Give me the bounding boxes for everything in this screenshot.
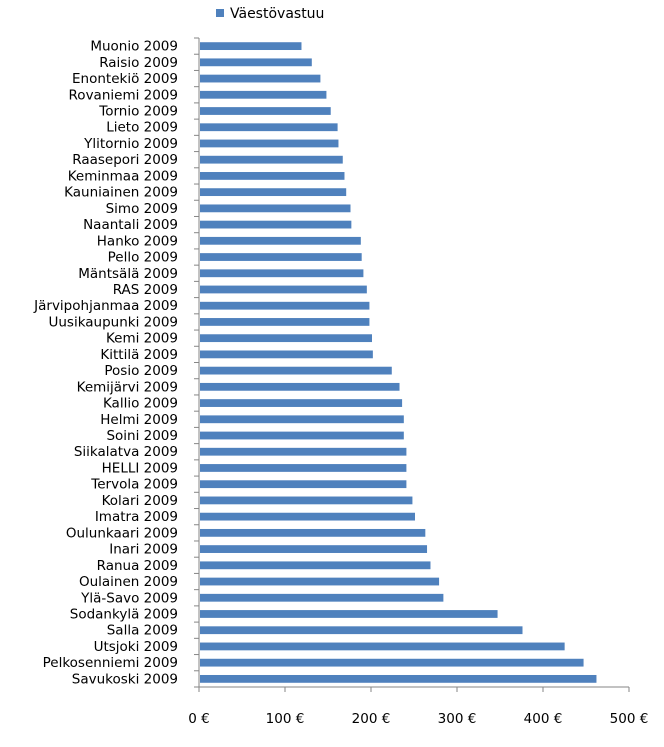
bar [200, 58, 312, 67]
bar [200, 107, 331, 115]
bar [200, 285, 367, 294]
bar [200, 334, 372, 343]
bar [200, 301, 370, 310]
bar [200, 658, 584, 667]
bar [200, 236, 361, 245]
bar [200, 188, 347, 197]
bar [200, 626, 523, 635]
bar [200, 350, 373, 359]
category-label: Enontekiö 2009 [72, 71, 178, 87]
bar [200, 480, 407, 489]
category-label: Järvipohjanmaa 2009 [33, 298, 178, 314]
bar [200, 220, 352, 229]
category-label: Pelkosenniemi 2009 [43, 655, 178, 671]
bar [200, 172, 345, 180]
category-label: Posio 2009 [104, 363, 178, 379]
category-label: Kolari 2009 [102, 493, 178, 509]
bar [200, 269, 364, 278]
category-label: Sodankylä 2009 [70, 606, 178, 622]
bar [200, 139, 339, 148]
category-label: Hanko 2009 [97, 233, 178, 249]
category-label: Kemijärvi 2009 [77, 379, 178, 395]
bar [200, 90, 327, 99]
category-label: HELLI 2009 [102, 460, 178, 476]
category-label: RAS 2009 [113, 282, 178, 298]
category-label: Mäntsälä 2009 [78, 266, 178, 282]
category-label: Raasepori 2009 [72, 152, 178, 168]
category-label: Imatra 2009 [95, 509, 178, 525]
bar [200, 593, 444, 602]
legend-label: Väestövastuu [230, 6, 324, 22]
bar [200, 577, 440, 586]
category-label: Tornio 2009 [98, 104, 178, 120]
bar [200, 447, 407, 456]
bar [200, 512, 415, 521]
legend-swatch [216, 9, 224, 17]
category-label: Helmi 2009 [100, 412, 178, 428]
x-tick-labels: 0 € 100 € 200 € 300 € 400 € 500 € [188, 711, 648, 727]
bar [200, 399, 403, 407]
bar [200, 123, 338, 132]
bar [200, 674, 597, 683]
category-label: Naantali 2009 [83, 217, 178, 233]
category-label: Kittilä 2009 [100, 347, 178, 363]
category-label: Utsjoki 2009 [94, 639, 178, 655]
category-label: Soini 2009 [106, 428, 178, 444]
x-tick-label: 400 € [524, 711, 563, 727]
bar [200, 382, 400, 391]
category-label: Keminmaa 2009 [68, 168, 178, 184]
category-label: Inari 2009 [109, 542, 178, 558]
bar [200, 496, 413, 505]
x-tick-label: 200 € [352, 711, 391, 727]
bar [200, 431, 404, 440]
bar [200, 610, 498, 618]
x-tick-label: 500 € [610, 711, 649, 727]
x-tick-label: 100 € [266, 711, 305, 727]
legend: Väestövastuu [216, 6, 324, 22]
category-label: Ranua 2009 [97, 558, 178, 574]
category-label: Kauniainen 2009 [64, 185, 178, 201]
category-label: Savukoski 2009 [72, 671, 178, 687]
x-tick-label: 300 € [438, 711, 477, 727]
bar [200, 204, 351, 213]
category-label: Oulunkaari 2009 [66, 525, 178, 541]
bar [200, 545, 428, 553]
x-tick-label: 0 € [188, 711, 209, 727]
category-label: Salla 2009 [107, 623, 178, 639]
category-label: Ylä-Savo 2009 [80, 590, 178, 606]
bars [200, 42, 597, 683]
bar [200, 528, 426, 537]
category-label: Muonio 2009 [90, 39, 178, 55]
category-label: Pello 2009 [108, 250, 178, 266]
category-label: Raisio 2009 [99, 55, 178, 71]
bar [200, 642, 565, 651]
category-label: Simo 2009 [106, 201, 178, 217]
category-label: Lieto 2009 [106, 120, 178, 136]
category-label: Siikalatva 2009 [74, 444, 178, 460]
category-label: Kemi 2009 [106, 331, 178, 347]
bar [200, 253, 362, 261]
category-label: Kallio 2009 [103, 396, 178, 412]
bar [200, 318, 370, 326]
bar [200, 366, 392, 375]
bar [200, 415, 404, 424]
bar [200, 74, 321, 83]
category-label: Uusikaupunki 2009 [48, 314, 178, 330]
bar [200, 42, 302, 51]
category-label: Tervola 2009 [90, 477, 178, 493]
bar [200, 464, 407, 472]
category-label: Rovaniemi 2009 [69, 87, 178, 103]
axes [194, 37, 630, 692]
bar [200, 561, 431, 570]
category-label: Oulainen 2009 [79, 574, 178, 590]
category-label: Ylitornio 2009 [83, 136, 178, 152]
bar [200, 155, 343, 164]
